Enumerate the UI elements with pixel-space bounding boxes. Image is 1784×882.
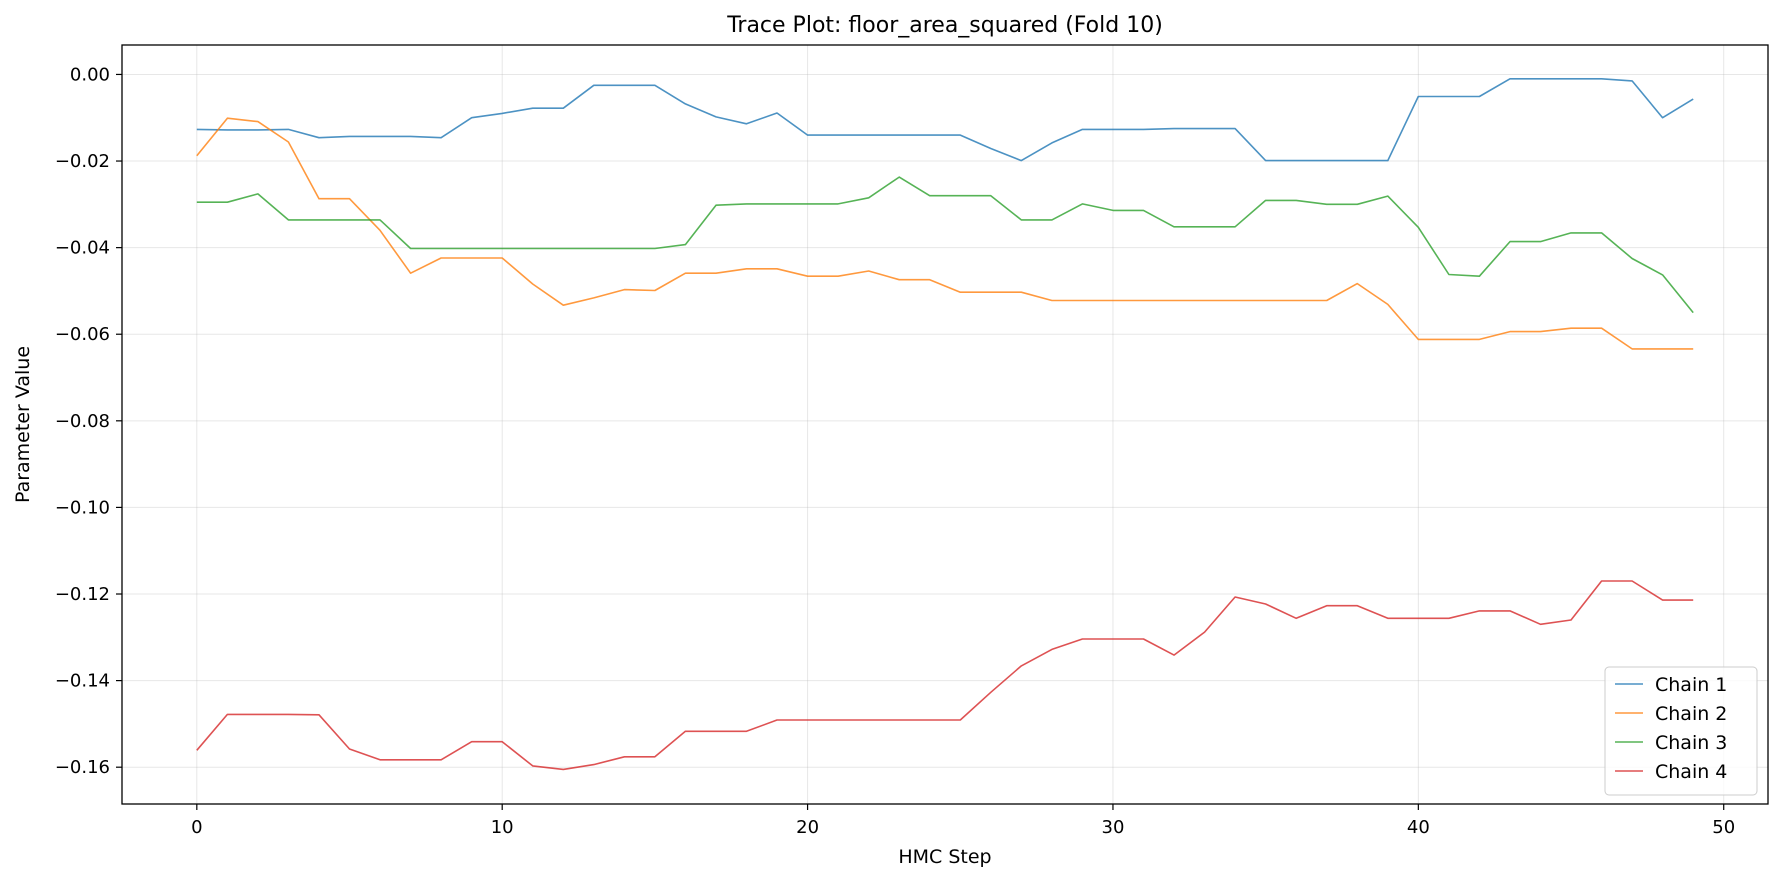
x-tick-label: 0: [191, 817, 202, 838]
y-tick-label: −0.10: [55, 497, 110, 518]
legend: Chain 1 Chain 2 Chain 3 Chain 4: [1604, 666, 1758, 796]
y-tick-label: −0.16: [55, 757, 110, 778]
y-tick-label: 0.00: [70, 64, 110, 85]
y-tick-label: −0.12: [55, 584, 110, 605]
chart-title: Trace Plot: floor_area_squared (Fold 10): [726, 13, 1163, 38]
grid: [122, 45, 1768, 804]
plot-area-frame: [121, 44, 1769, 805]
legend-box: [1604, 666, 1758, 796]
legend-label: Chain 2: [1655, 703, 1727, 725]
y-tick-label: −0.02: [55, 151, 110, 172]
y-axis-label: Parameter Value: [12, 346, 34, 503]
x-tick-label: 30: [1102, 817, 1125, 838]
y-tick-label: −0.08: [55, 411, 110, 432]
x-tick-label: 50: [1712, 817, 1735, 838]
series-line-chain-2: [196, 117, 1694, 350]
y-tick-label: −0.14: [55, 671, 110, 692]
legend-label: Chain 3: [1655, 732, 1727, 754]
legend-label: Chain 1: [1655, 674, 1727, 696]
series-line-chain-4: [196, 580, 1694, 771]
axis-ticks: 0 10 20 30 40 50 0.00 −0.02 −0.04 −0.06 −0.08 −0.10…: [55, 64, 1735, 838]
series-line-chain-1: [196, 78, 1694, 162]
legend-label: Chain 4: [1655, 761, 1727, 783]
x-tick-label: 10: [491, 817, 514, 838]
x-axis-label: HMC Step: [898, 846, 991, 868]
y-tick-label: −0.04: [55, 238, 110, 259]
series-lines: [196, 78, 1694, 771]
y-tick-label: −0.06: [55, 324, 110, 345]
x-tick-label: 20: [796, 817, 819, 838]
series-line-chain-3: [196, 176, 1694, 314]
x-tick-label: 40: [1407, 817, 1430, 838]
